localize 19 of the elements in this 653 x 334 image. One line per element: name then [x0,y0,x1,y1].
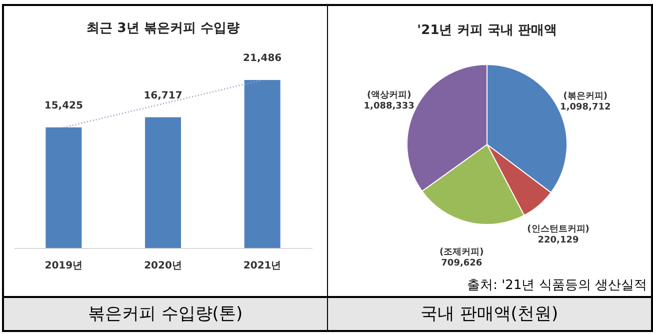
slice-label: (인스턴트커피) [526,224,589,234]
x-tick-label: 2020년 [144,260,182,272]
text: 국내 판매액(천원) [328,296,651,330]
data-label: 1,098,712 [560,102,610,112]
data-label: 15,425 [44,100,83,112]
chart-title: 최근 3년 볶은커피 수입량 [86,21,240,36]
data-label: 220,129 [537,235,578,246]
text: 볶은커피 수입량(톤) [4,296,326,330]
slice-label: (조제커피) [439,248,484,258]
slice-label: (액상커피) [366,90,411,100]
x-tick-label: 2019년 [44,260,83,272]
chart-title: '21년 커피 국내 판매액 [416,23,556,38]
data-label: 709,626 [440,258,482,269]
data-label: 16,717 [144,90,182,102]
data-label: 21,486 [243,53,282,64]
source-note: 출처: '21년 식품등의 생산실적 [467,278,647,294]
slice-label: (볶은커피) [562,91,608,102]
x-tick-label: 2021년 [243,260,282,272]
data-label: 1,088,333 [363,101,414,112]
